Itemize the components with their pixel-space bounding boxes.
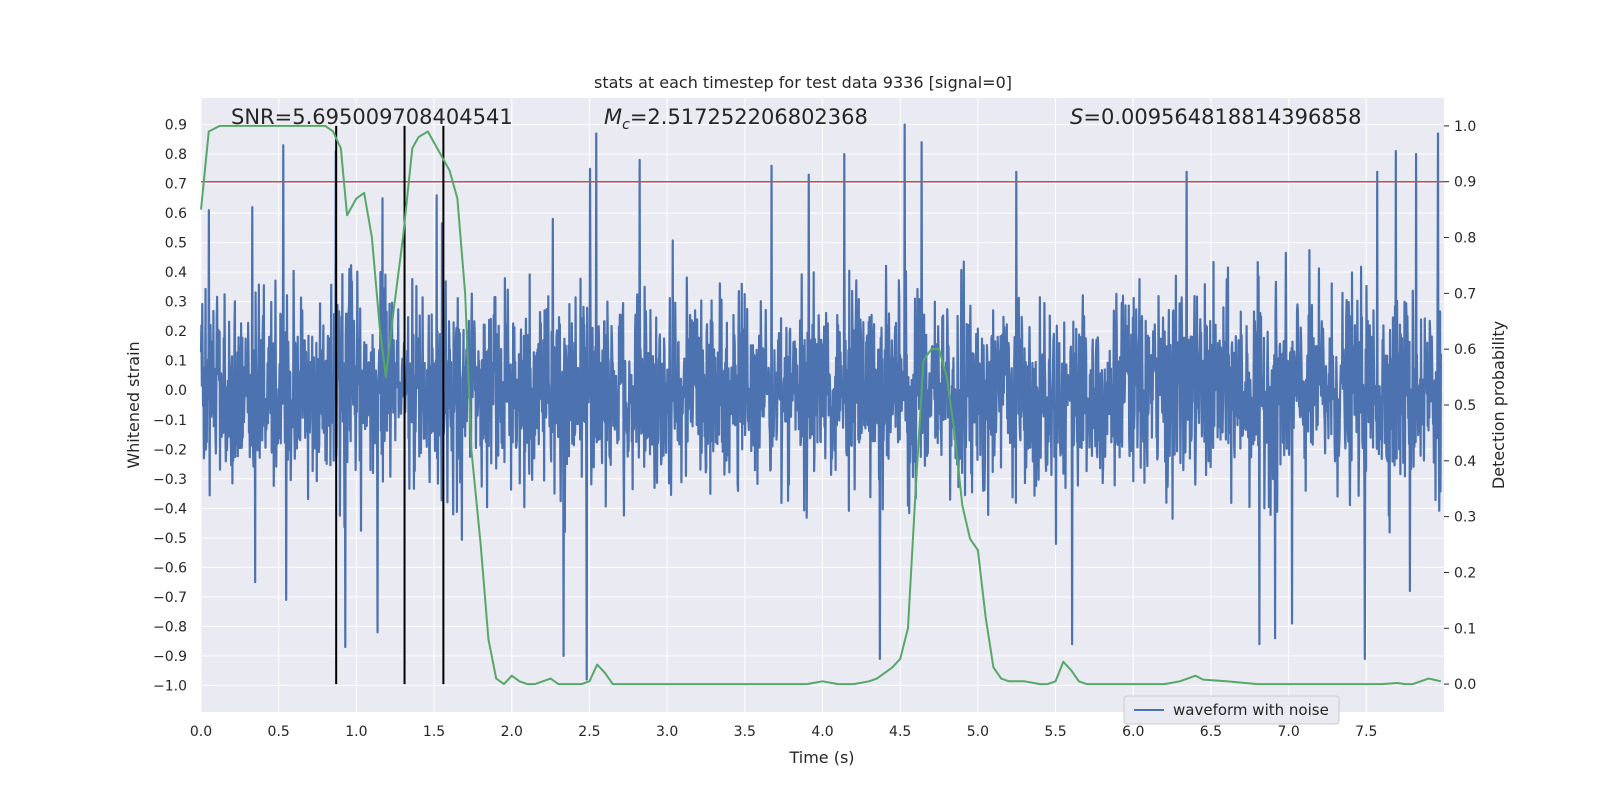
chirp-mass-value: =2.517252206802368 [630, 105, 868, 129]
waveform-line [199, 123, 1442, 681]
right-y-tick-label: 0.2 [1454, 565, 1476, 581]
x-tick-label: 1.5 [423, 724, 445, 740]
x-tick-label: 5.5 [1044, 724, 1066, 740]
s-statistic-annotation: S=0.009564818814396858 [1070, 105, 1361, 129]
x-axis-label: Time (s) [788, 748, 854, 767]
x-axis-ticks: 0.0 0.5 1.0 1.5 2.0 2.5 3.0 3.5 4.0 4.5 5.0 5.5 6.0 6… [190, 724, 1378, 740]
left-y-tick-label: −0.3 [153, 472, 187, 488]
x-tick-label: 0.0 [190, 724, 212, 740]
left-y-axis-ticks: 0.9 0.8 0.7 0.6 0.5 0.4 0.3 0.2 0.1 0.0 −0.1 −0.2 −0… [153, 118, 187, 695]
right-y-tick-label: 0.3 [1454, 510, 1476, 526]
left-y-tick-label: −0.5 [153, 531, 187, 547]
right-y-tick-label: 0.4 [1454, 454, 1476, 470]
x-tick-label: 2.0 [501, 724, 523, 740]
snr-annotation: SNR=5.695009708404541 [231, 105, 513, 129]
legend: waveform with noise [1123, 695, 1340, 725]
left-y-tick-label: 0.5 [165, 236, 187, 252]
s-statistic-value: =0.009564818814396858 [1083, 105, 1361, 129]
right-y-tick-label: 0.7 [1454, 286, 1476, 302]
left-y-tick-label: 0.6 [165, 206, 187, 222]
chirp-mass-subscript: c [622, 117, 630, 133]
chirp-mass-annotation: Mc=2.517252206802368 [604, 105, 868, 133]
chart-title: stats at each timestep for test data 933… [594, 73, 1012, 92]
waveform-series [199, 123, 1442, 681]
right-y-tick-label: 0.0 [1454, 677, 1476, 693]
left-y-tick-label: −0.1 [153, 413, 187, 429]
left-y-tick-label: −0.9 [153, 649, 187, 665]
right-y-tick-label: 0.6 [1454, 342, 1476, 358]
probability-line [200, 124, 1442, 686]
left-y-tick-label: −0.2 [153, 442, 187, 458]
x-tick-label: 1.0 [345, 724, 367, 740]
left-y-tick-label: 0.0 [165, 383, 187, 399]
legend-waveform-label: waveform with noise [1173, 701, 1329, 719]
left-y-tick-label: 0.9 [165, 118, 187, 134]
left-y-tick-label: −0.4 [153, 501, 187, 517]
left-y-tick-label: −0.6 [153, 560, 187, 576]
right-y-axis-label: Detection probability [1489, 321, 1508, 489]
x-tick-label: 4.0 [811, 724, 833, 740]
x-tick-label: 2.5 [578, 724, 600, 740]
s-statistic-symbol: S [1070, 105, 1083, 129]
left-y-tick-label: 0.2 [165, 324, 187, 340]
legend-box [1123, 695, 1340, 725]
right-y-tick-label: 0.9 [1454, 175, 1476, 191]
left-y-tick-label: 0.1 [165, 354, 187, 370]
right-y-tick-label: 0.1 [1454, 621, 1476, 637]
x-tick-label: 3.0 [656, 724, 678, 740]
x-tick-label: 7.5 [1355, 724, 1377, 740]
x-tick-label: 6.0 [1122, 724, 1144, 740]
probability-series [200, 124, 1442, 686]
x-tick-label: 7.0 [1277, 724, 1299, 740]
left-y-tick-label: 0.3 [165, 295, 187, 311]
left-y-axis-label: Whitened strain [124, 341, 143, 468]
right-y-tick-label: 0.8 [1454, 231, 1476, 247]
right-y-tick-label: 1.0 [1454, 119, 1476, 135]
x-tick-label: 5.0 [967, 724, 989, 740]
x-tick-label: 4.5 [889, 724, 911, 740]
left-y-tick-label: 0.8 [165, 147, 187, 163]
left-y-tick-label: −0.8 [153, 619, 187, 635]
left-y-tick-label: −0.7 [153, 590, 187, 606]
x-tick-label: 0.5 [268, 724, 290, 740]
right-y-axis-ticks: 1.0 0.9 0.8 0.7 0.6 0.5 0.4 0.3 0.2 0.1 0.0 [1444, 119, 1476, 693]
x-tick-label: 6.5 [1200, 724, 1222, 740]
chirp-mass-symbol: M [604, 105, 622, 129]
left-y-tick-label: 0.4 [165, 265, 187, 281]
left-y-tick-label: −1.0 [153, 678, 187, 694]
right-y-tick-label: 0.5 [1454, 398, 1476, 414]
x-tick-label: 3.5 [734, 724, 756, 740]
left-y-tick-label: 0.7 [165, 177, 187, 193]
